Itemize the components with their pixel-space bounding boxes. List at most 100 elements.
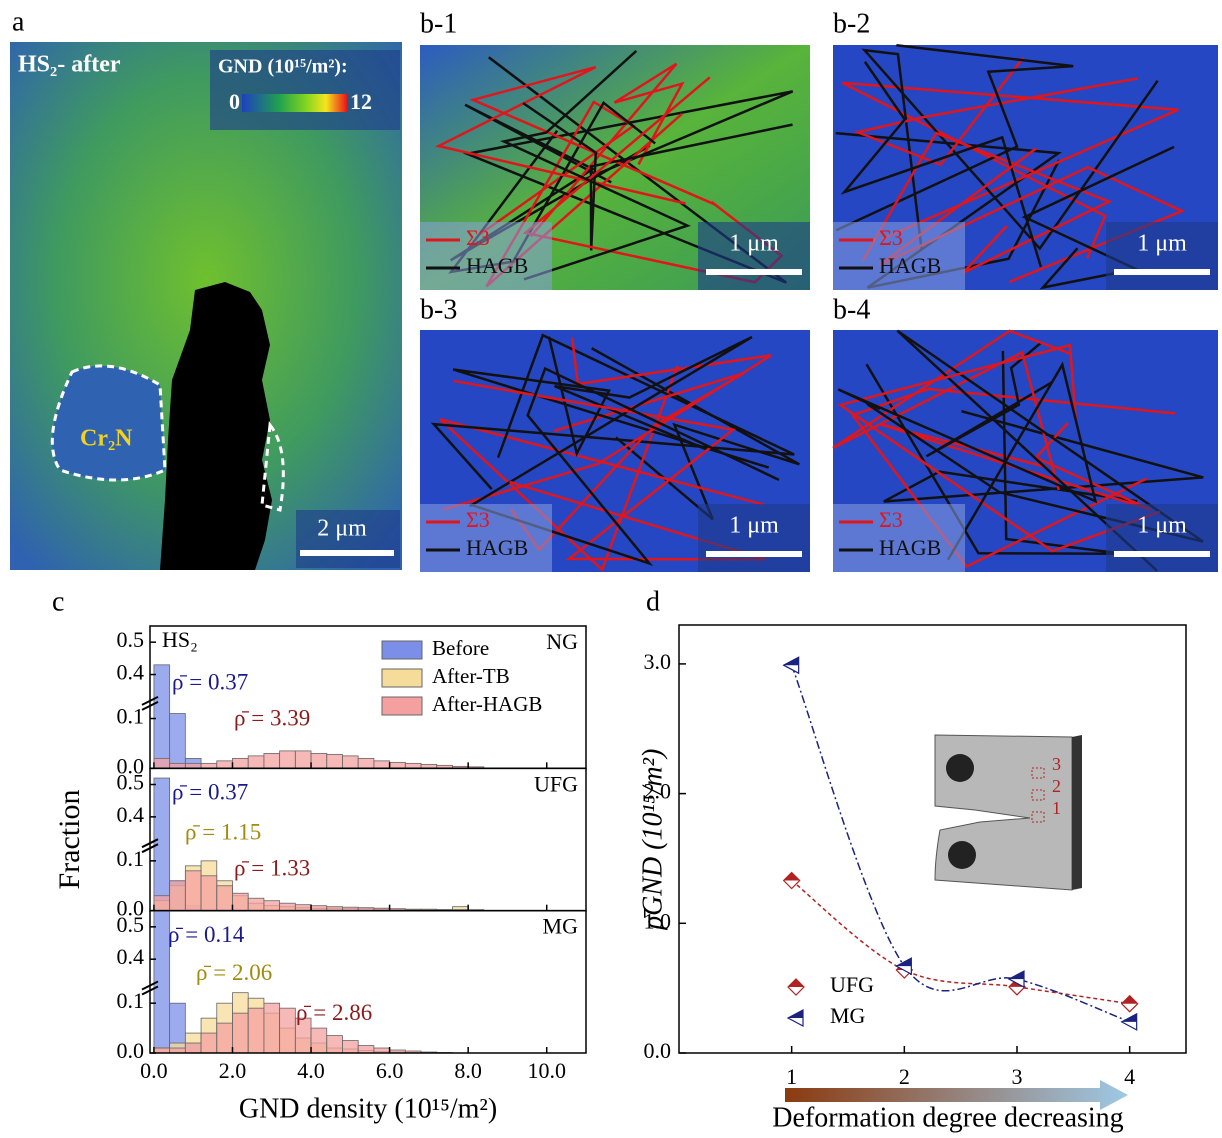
hist-bar bbox=[264, 1003, 280, 1053]
y-axis-label: Fraction bbox=[53, 790, 86, 890]
panel-label: b-2 bbox=[833, 8, 870, 39]
annotation: ρ̄ = 1.15 bbox=[185, 820, 261, 845]
hist-bar bbox=[154, 896, 170, 911]
hist-bar bbox=[248, 756, 264, 768]
sample-label: HS₂ bbox=[162, 627, 198, 652]
marker-fill bbox=[788, 979, 804, 987]
scale-bar-label: 1 μm bbox=[729, 513, 779, 539]
legend-label: HAGB bbox=[466, 253, 528, 278]
figure: a b-1 b-2 b-3 b-4 c d HS₂- after GND (10… bbox=[0, 0, 1222, 1138]
colorbar-max: 12 bbox=[350, 89, 372, 114]
y-tick-label: 0.1 bbox=[117, 846, 145, 871]
specimen-hole bbox=[948, 841, 976, 869]
x-tick-label: 10.0 bbox=[527, 1058, 566, 1083]
colorbar bbox=[242, 94, 347, 112]
hist-bar bbox=[280, 751, 296, 768]
inset-label: 1 bbox=[1052, 798, 1061, 818]
hist-bar bbox=[201, 876, 217, 911]
hist-bar bbox=[295, 905, 311, 911]
hist-bar bbox=[170, 714, 186, 769]
legend-swatch bbox=[382, 641, 422, 659]
hist-bar bbox=[232, 893, 248, 910]
y-tick-label: 0.0 bbox=[644, 1038, 672, 1063]
y-tick-label: 0.5 bbox=[117, 770, 145, 795]
legend-label: UFG bbox=[830, 972, 874, 997]
scale-bar-label: 2 μm bbox=[317, 516, 367, 542]
x-tick-label: 0.0 bbox=[140, 1058, 168, 1083]
x-tick-label: 2.0 bbox=[219, 1058, 247, 1083]
scale-bar-label: 1 μm bbox=[1137, 231, 1187, 257]
legend-label: Σ3 bbox=[466, 507, 490, 532]
subpanel-label: MG bbox=[543, 914, 579, 939]
x-tick-label: 3 bbox=[1012, 1064, 1023, 1089]
annotation: ρ̄ = 0.37 bbox=[172, 780, 248, 805]
inset-label: 2 bbox=[1052, 776, 1061, 796]
y-tick-label: 0.5 bbox=[117, 912, 145, 937]
annotation: ρ̄ = 1.33 bbox=[234, 856, 310, 881]
legend-label: After-HAGB bbox=[432, 692, 542, 716]
hist-bar bbox=[170, 881, 186, 911]
hist-bar bbox=[185, 1043, 201, 1053]
x-tick-label: 8.0 bbox=[454, 1058, 482, 1083]
hist-bar bbox=[342, 756, 358, 768]
inset-label: 3 bbox=[1052, 754, 1061, 774]
hist-bar bbox=[311, 753, 327, 768]
cr2n-outline bbox=[52, 366, 165, 480]
image-title: HS₂- after bbox=[18, 52, 121, 78]
y-tick-label: 0.1 bbox=[117, 988, 145, 1013]
scale-bar-label: 1 μm bbox=[729, 231, 779, 257]
marker bbox=[788, 1010, 803, 1026]
panel-label: b-4 bbox=[833, 294, 870, 325]
hist-bar bbox=[154, 758, 170, 768]
hist-bar bbox=[201, 1033, 217, 1053]
marker-fill bbox=[784, 873, 800, 881]
legend-label: Σ3 bbox=[466, 225, 490, 250]
marker bbox=[788, 979, 804, 995]
legend-label: HAGB bbox=[879, 253, 941, 278]
x-tick-label: 6.0 bbox=[376, 1058, 404, 1083]
y-tick-label: 0.4 bbox=[117, 802, 145, 827]
annotation: ρ̄ = 0.14 bbox=[168, 922, 245, 947]
legend-label: Σ3 bbox=[879, 507, 903, 532]
marker bbox=[1122, 1014, 1137, 1030]
marker-fill bbox=[1122, 996, 1138, 1004]
hist-bar bbox=[185, 871, 201, 911]
y-axis-label: ρ̄GND (10¹⁵/m²) bbox=[637, 749, 668, 931]
hist-bar bbox=[280, 903, 296, 910]
legend-label: HAGB bbox=[879, 535, 941, 560]
colorbar-label: GND (10¹⁵/m²): bbox=[218, 56, 348, 78]
hist-bar bbox=[374, 761, 390, 768]
annotation: ρ̄ = 3.39 bbox=[234, 705, 310, 730]
hist-bar bbox=[327, 1036, 343, 1053]
hist-bar bbox=[232, 1013, 248, 1053]
legend-swatch bbox=[382, 669, 422, 687]
panel-label: c bbox=[52, 586, 64, 617]
hist-bar bbox=[358, 758, 374, 768]
annotation: ρ̄ = 0.37 bbox=[172, 669, 248, 694]
legend-label: After-TB bbox=[432, 664, 510, 688]
hist-bar bbox=[217, 1023, 233, 1053]
panel-label: a bbox=[12, 6, 25, 37]
y-tick-label: 0.4 bbox=[117, 660, 145, 685]
y-tick-label: 0.4 bbox=[117, 944, 145, 969]
colorbar-min: 0 bbox=[229, 89, 240, 114]
panel-label: d bbox=[646, 586, 660, 617]
hist-bar bbox=[342, 1041, 358, 1053]
panel-label: b-3 bbox=[420, 294, 457, 325]
legend-label: MG bbox=[830, 1003, 866, 1028]
chart-c: 0.00.10.40.5NGρ̄ = 0.37ρ̄ = 3.390.00.10.… bbox=[53, 626, 586, 1124]
marker bbox=[784, 657, 799, 673]
legend-label: Before bbox=[432, 636, 489, 660]
y-tick-label: 0.1 bbox=[117, 704, 145, 729]
hist-bar bbox=[311, 1028, 327, 1053]
hist-bar bbox=[390, 762, 406, 768]
hist-bar bbox=[248, 898, 264, 910]
y-tick-label: 3.0 bbox=[644, 649, 672, 674]
legend-label: HAGB bbox=[466, 535, 528, 560]
annotation: ρ̄ = 2.86 bbox=[296, 1000, 372, 1025]
legend-label: Σ3 bbox=[879, 225, 903, 250]
hist-bar bbox=[232, 758, 248, 768]
annotation: ρ̄ = 2.06 bbox=[196, 960, 272, 985]
hist-bar bbox=[154, 665, 170, 769]
region-label: Cr₂N bbox=[80, 426, 133, 452]
